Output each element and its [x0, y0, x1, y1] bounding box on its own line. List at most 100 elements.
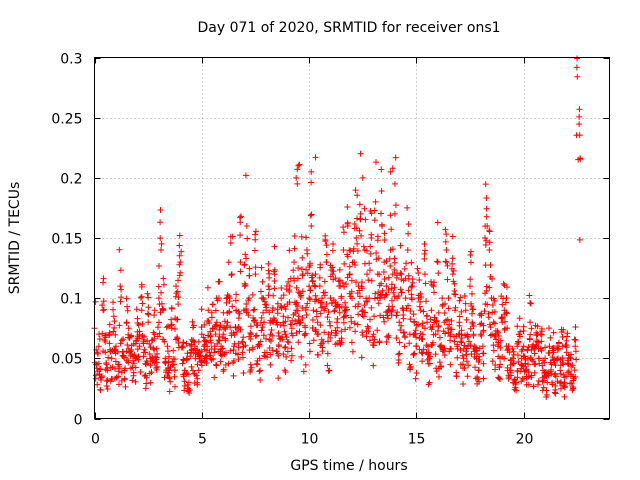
data-point	[267, 338, 274, 345]
data-point	[189, 318, 196, 325]
data-point	[171, 325, 178, 332]
data-point	[187, 353, 194, 360]
data-point	[569, 385, 576, 392]
data-point	[252, 236, 259, 243]
data-point	[458, 308, 465, 315]
data-point	[547, 359, 554, 366]
data-point	[134, 346, 141, 353]
data-point	[376, 338, 383, 345]
data-point	[288, 345, 295, 352]
data-point	[557, 379, 564, 386]
data-point	[324, 314, 331, 321]
data-point	[346, 247, 353, 254]
data-point	[143, 374, 150, 381]
data-point	[128, 346, 135, 353]
data-point	[390, 307, 397, 314]
data-point	[530, 341, 537, 348]
data-point	[372, 198, 379, 205]
data-point	[387, 168, 394, 175]
data-point	[151, 307, 158, 314]
data-point	[448, 317, 455, 324]
data-point	[424, 319, 431, 326]
data-point	[340, 224, 347, 231]
data-point	[177, 269, 184, 276]
data-point	[291, 277, 298, 284]
data-point	[147, 344, 154, 351]
data-point	[430, 289, 437, 296]
data-point	[256, 368, 263, 375]
data-point	[410, 311, 417, 318]
data-point	[354, 192, 361, 199]
data-point	[430, 331, 437, 338]
data-point	[110, 313, 117, 320]
data-point	[237, 268, 244, 275]
data-point	[260, 332, 267, 339]
data-point	[459, 352, 466, 359]
data-point	[299, 254, 306, 261]
data-point	[462, 300, 469, 307]
data-point	[312, 271, 319, 278]
data-point	[448, 326, 455, 333]
data-point	[179, 344, 186, 351]
data-point	[401, 333, 408, 340]
data-point	[327, 322, 334, 329]
data-point	[475, 376, 482, 383]
data-point	[337, 341, 344, 348]
data-point	[269, 332, 276, 339]
data-point	[351, 320, 358, 327]
data-point	[513, 379, 520, 386]
data-point	[282, 344, 289, 351]
data-point	[486, 284, 493, 291]
data-point	[498, 293, 505, 300]
data-point	[565, 368, 572, 375]
data-point	[215, 278, 222, 285]
data-point	[419, 350, 426, 357]
data-point	[261, 352, 268, 359]
data-point	[225, 259, 232, 266]
data-point	[296, 290, 303, 297]
data-point	[533, 332, 540, 339]
data-point	[319, 344, 326, 351]
data-point	[222, 326, 229, 333]
data-point	[129, 377, 136, 384]
data-point	[475, 367, 482, 374]
data-point	[120, 353, 127, 360]
data-point	[281, 328, 288, 335]
data-point	[112, 331, 119, 338]
data-point	[306, 295, 313, 302]
data-point	[386, 308, 393, 315]
data-point	[208, 339, 215, 346]
data-point	[500, 280, 507, 287]
data-point	[371, 207, 378, 214]
data-point	[467, 276, 474, 283]
data-point	[483, 213, 490, 220]
data-point	[390, 289, 397, 296]
data-point	[460, 355, 467, 362]
data-point	[121, 354, 128, 361]
data-point	[116, 364, 123, 371]
data-point	[514, 323, 521, 330]
data-point	[257, 319, 264, 326]
data-point	[228, 272, 235, 279]
data-point	[308, 168, 315, 175]
data-point	[167, 378, 174, 385]
data-point	[294, 303, 301, 310]
data-point	[151, 312, 158, 319]
data-point	[157, 235, 164, 242]
data-point	[348, 288, 355, 295]
data-point	[242, 342, 249, 349]
data-point	[112, 343, 119, 350]
data-point	[265, 267, 272, 274]
data-point	[527, 300, 534, 307]
data-point	[542, 344, 549, 351]
data-point	[397, 286, 404, 293]
data-point	[269, 347, 276, 354]
data-point	[543, 393, 550, 400]
data-point	[550, 356, 557, 363]
data-point	[174, 288, 181, 295]
data-point	[239, 349, 246, 356]
data-point	[183, 340, 190, 347]
data-point	[195, 367, 202, 374]
data-point	[421, 255, 428, 262]
